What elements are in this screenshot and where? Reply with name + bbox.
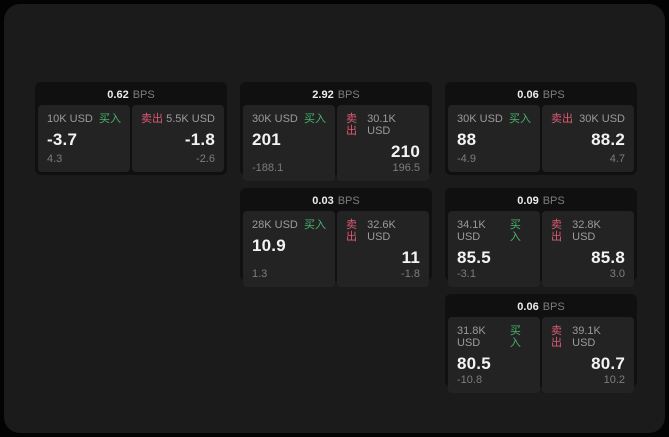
buy-price: 85.5: [457, 248, 491, 267]
sell-price: 80.7: [591, 354, 625, 373]
bps-value: 0.06: [517, 88, 539, 101]
buy-amount: 34.1K USD: [457, 219, 486, 243]
buy-amount: 30K USD: [252, 113, 298, 125]
quote-card: 0.06 BPS 31.8K USD 买入 80.5 -10.8 卖出 39.1…: [445, 294, 637, 393]
buy-price: 80.5: [457, 354, 491, 373]
sell-delta: 10.2: [603, 374, 625, 386]
buy-pane[interactable]: 31.8K USD 买入 80.5 -10.8: [448, 317, 540, 393]
sell-delta: 4.7: [609, 153, 625, 165]
sell-side-label: 卖出: [551, 325, 562, 349]
buy-delta: -4.9: [457, 153, 476, 165]
bps-unit-label: BPS: [542, 88, 565, 101]
sell-delta: 196.5: [392, 162, 420, 174]
bps-unit-label: BPS: [337, 194, 360, 207]
bps-header: 0.06 BPS: [445, 82, 637, 105]
sell-side-label: 卖出: [346, 219, 357, 243]
buy-delta: -3.1: [457, 268, 476, 280]
buy-side-label: 买入: [304, 219, 326, 231]
buy-pane[interactable]: 28K USD 买入 10.9 1.3: [243, 211, 335, 287]
bps-unit-label: BPS: [337, 88, 360, 101]
sell-side-label: 卖出: [346, 113, 357, 137]
sell-price: 11: [401, 248, 420, 267]
bps-unit-label: BPS: [542, 300, 565, 313]
bps-value: 0.09: [517, 194, 539, 207]
quote-card: 0.09 BPS 34.1K USD 买入 85.5 -3.1 卖出 32.8K…: [445, 188, 637, 287]
sell-pane[interactable]: 卖出 32.8K USD 85.8 3.0: [542, 211, 634, 287]
buy-delta: 1.3: [252, 268, 268, 280]
buy-pane[interactable]: 34.1K USD 买入 85.5 -3.1: [448, 211, 540, 287]
buy-pane[interactable]: 10K USD 买入 -3.7 4.3: [38, 105, 130, 172]
buy-side-label: 买入: [99, 113, 121, 125]
bps-value: 0.03: [312, 194, 334, 207]
sell-delta: -2.6: [196, 153, 215, 165]
bps-unit-label: BPS: [542, 194, 565, 207]
buy-amount: 31.8K USD: [457, 325, 486, 349]
buy-pane[interactable]: 30K USD 买入 88 -4.9: [448, 105, 540, 172]
sell-pane[interactable]: 卖出 30K USD 88.2 4.7: [542, 105, 634, 172]
main-panel: 0.62 BPS 10K USD 买入 -3.7 4.3 卖出 5.5K USD: [4, 4, 665, 433]
sell-price: 210: [391, 142, 420, 161]
buy-amount: 10K USD: [47, 113, 93, 125]
quote-card-grid: 0.62 BPS 10K USD 买入 -3.7 4.3 卖出 5.5K USD: [35, 82, 637, 393]
buy-price: 10.9: [252, 236, 286, 255]
sell-amount: 32.6K USD: [367, 219, 396, 243]
sell-delta: -1.8: [401, 268, 420, 280]
buy-delta: 4.3: [47, 153, 63, 165]
sell-pane[interactable]: 卖出 30.1K USD 210 196.5: [337, 105, 429, 181]
buy-pane[interactable]: 30K USD 买入 201 -188.1: [243, 105, 335, 181]
bps-header: 0.06 BPS: [445, 294, 637, 317]
sell-side-label: 卖出: [141, 113, 163, 125]
quote-card: 0.62 BPS 10K USD 买入 -3.7 4.3 卖出 5.5K USD: [35, 82, 227, 175]
sell-price: -1.8: [184, 130, 215, 149]
bps-header: 0.03 BPS: [240, 188, 432, 211]
sell-pane[interactable]: 卖出 32.6K USD 11 -1.8: [337, 211, 429, 287]
sell-amount: 30K USD: [579, 113, 625, 125]
buy-side-label: 买入: [509, 219, 521, 243]
sell-amount: 32.8K USD: [572, 219, 601, 243]
bps-value: 0.62: [107, 88, 129, 101]
buy-price: 88: [457, 130, 477, 149]
buy-side-label: 买入: [304, 113, 326, 125]
sell-amount: 39.1K USD: [572, 325, 601, 349]
buy-amount: 28K USD: [252, 219, 298, 231]
bps-header: 2.92 BPS: [240, 82, 432, 105]
sell-side-label: 卖出: [551, 113, 573, 125]
sell-side-label: 卖出: [551, 219, 562, 243]
sell-price: 85.8: [591, 248, 625, 267]
buy-price: -3.7: [47, 130, 78, 149]
quote-card: 0.03 BPS 28K USD 买入 10.9 1.3 卖出 32.6K US…: [240, 188, 432, 287]
buy-side-label: 买入: [509, 113, 531, 125]
sell-pane[interactable]: 卖出 39.1K USD 80.7 10.2: [542, 317, 634, 393]
buy-amount: 30K USD: [457, 113, 503, 125]
buy-side-label: 买入: [509, 325, 521, 349]
bps-value: 0.06: [517, 300, 539, 313]
buy-price: 201: [252, 130, 281, 149]
quote-card: 0.06 BPS 30K USD 买入 88 -4.9 卖出 30K USD: [445, 82, 637, 175]
bps-header: 0.09 BPS: [445, 188, 637, 211]
bps-header: 0.62 BPS: [35, 82, 227, 105]
bps-value: 2.92: [312, 88, 334, 101]
buy-delta: -10.8: [457, 374, 483, 386]
sell-delta: 3.0: [609, 268, 625, 280]
buy-delta: -188.1: [252, 162, 284, 174]
sell-amount: 5.5K USD: [166, 113, 215, 125]
sell-pane[interactable]: 卖出 5.5K USD -1.8 -2.6: [132, 105, 224, 172]
sell-price: 88.2: [591, 130, 625, 149]
bps-unit-label: BPS: [132, 88, 155, 101]
quote-card: 2.92 BPS 30K USD 买入 201 -188.1 卖出 30.1K …: [240, 82, 432, 181]
sell-amount: 30.1K USD: [367, 113, 396, 137]
